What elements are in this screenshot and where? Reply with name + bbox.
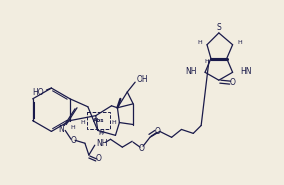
Text: H: H [81, 120, 85, 125]
Text: O: O [230, 78, 235, 87]
Text: O: O [138, 144, 144, 153]
Text: H: H [111, 120, 116, 125]
Text: N: N [59, 125, 64, 134]
Text: H: H [99, 130, 104, 135]
Text: O: O [96, 154, 102, 164]
Text: H: H [205, 59, 209, 64]
Text: O: O [70, 136, 76, 145]
Text: NH: NH [96, 139, 107, 148]
Text: OH: OH [136, 75, 148, 84]
Text: H: H [98, 131, 103, 136]
Text: NH: NH [186, 67, 197, 76]
Text: HO: HO [32, 88, 43, 97]
Text: O: O [155, 127, 161, 136]
Text: H: H [71, 125, 76, 130]
Text: HN: HN [241, 67, 252, 76]
Text: Abs: Abs [93, 118, 105, 123]
Text: S: S [216, 23, 221, 33]
Text: H: H [237, 40, 242, 45]
Text: H: H [197, 40, 202, 45]
